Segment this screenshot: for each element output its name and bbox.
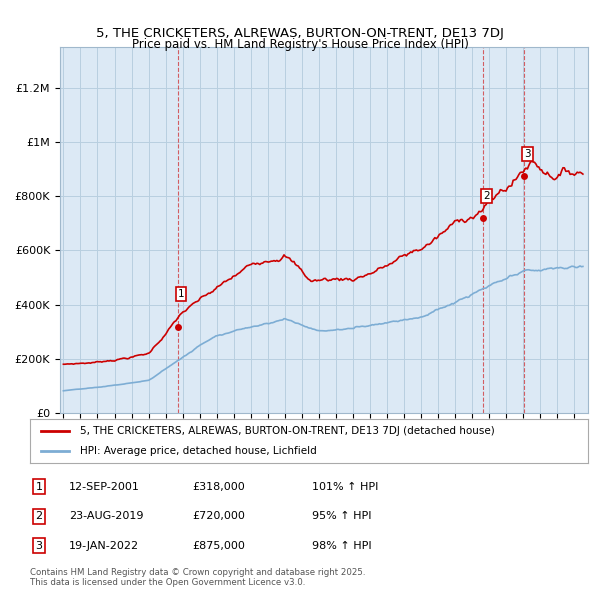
Text: 95% ↑ HPI: 95% ↑ HPI: [312, 512, 371, 521]
Text: 98% ↑ HPI: 98% ↑ HPI: [312, 541, 371, 550]
Text: 3: 3: [524, 149, 531, 159]
Text: 12-SEP-2001: 12-SEP-2001: [69, 482, 140, 491]
Text: 1: 1: [35, 482, 43, 491]
Text: 5, THE CRICKETERS, ALREWAS, BURTON-ON-TRENT, DE13 7DJ: 5, THE CRICKETERS, ALREWAS, BURTON-ON-TR…: [96, 27, 504, 40]
Text: 19-JAN-2022: 19-JAN-2022: [69, 541, 139, 550]
Text: £875,000: £875,000: [192, 541, 245, 550]
Text: £720,000: £720,000: [192, 512, 245, 521]
Text: 1: 1: [178, 289, 184, 299]
Text: 2: 2: [484, 191, 490, 201]
Text: 5, THE CRICKETERS, ALREWAS, BURTON-ON-TRENT, DE13 7DJ (detached house): 5, THE CRICKETERS, ALREWAS, BURTON-ON-TR…: [80, 427, 495, 436]
Text: Contains HM Land Registry data © Crown copyright and database right 2025.
This d: Contains HM Land Registry data © Crown c…: [30, 568, 365, 587]
Text: 3: 3: [35, 541, 43, 550]
Text: Price paid vs. HM Land Registry's House Price Index (HPI): Price paid vs. HM Land Registry's House …: [131, 38, 469, 51]
Text: £318,000: £318,000: [192, 482, 245, 491]
Text: 2: 2: [35, 512, 43, 521]
Text: HPI: Average price, detached house, Lichfield: HPI: Average price, detached house, Lich…: [80, 446, 317, 455]
Text: 23-AUG-2019: 23-AUG-2019: [69, 512, 143, 521]
Text: 101% ↑ HPI: 101% ↑ HPI: [312, 482, 379, 491]
